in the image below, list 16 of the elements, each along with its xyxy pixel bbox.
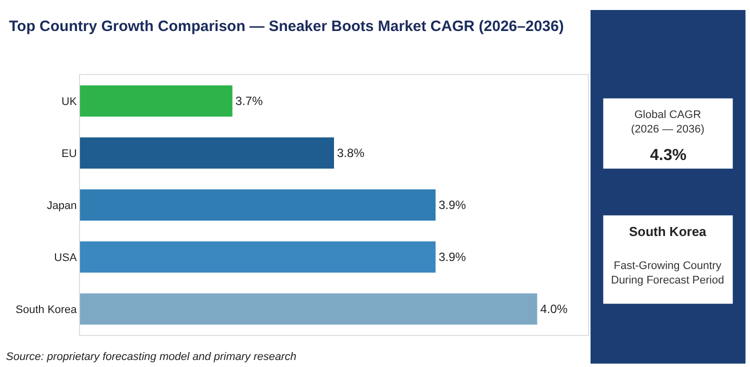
y-tick-label: South Korea bbox=[16, 304, 78, 316]
data-label: 3.7% bbox=[235, 94, 264, 108]
chart-title: Top Country Growth Comparison — Sneaker Boots Market CAGR (2026–2036) bbox=[9, 18, 564, 35]
data-label: 3.8% bbox=[337, 146, 365, 160]
text: Global CAGR (2026 — 2036) bbox=[631, 109, 704, 136]
data-label: 3.9% bbox=[438, 250, 466, 264]
data-label: 4.0% bbox=[540, 302, 568, 316]
text: 4.3% bbox=[650, 147, 686, 164]
y-tick-label: EU bbox=[62, 148, 77, 160]
data-label: 3.9% bbox=[438, 198, 466, 212]
y-tick-label: UK bbox=[62, 96, 78, 108]
text: South Korea bbox=[629, 224, 708, 239]
source-note: Source: proprietary forecasting model and primary research bbox=[6, 351, 296, 363]
y-tick-label: USA bbox=[54, 252, 78, 264]
y-tick-label: Japan bbox=[46, 200, 77, 212]
text: Fast-Growing Country During Forecast Period bbox=[611, 260, 724, 286]
